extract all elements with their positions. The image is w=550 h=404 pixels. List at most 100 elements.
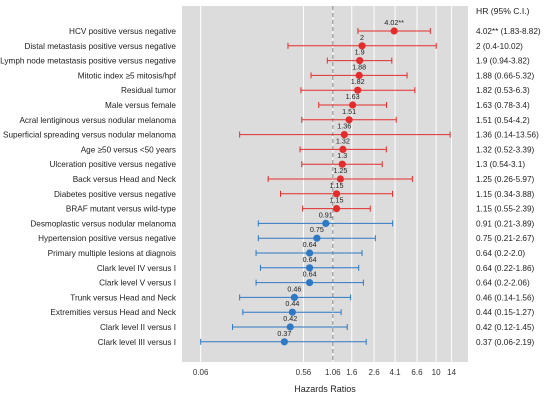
hr-point <box>305 249 314 257</box>
forest-row: Clark level III versus I 0.37 0.37 (0.06-2… <box>98 329 535 347</box>
x-tick-label: 0.06 <box>193 368 209 377</box>
hr-data-label: 1.15 <box>330 181 344 190</box>
row-label: Diabetes positive versus negative <box>54 190 176 199</box>
hr-data-label: 4.02** <box>384 18 404 27</box>
hr-point <box>305 279 314 287</box>
hr-point <box>355 71 363 79</box>
hr-ci-value: 1.51 (0.54-4.2) <box>476 116 530 125</box>
hr-data-label: 1.3 <box>337 151 347 160</box>
hr-data-label: 0.42 <box>283 314 297 323</box>
row-label: Trunk versus Head and Neck <box>70 293 177 302</box>
row-label: Age ≥50 versus <50 years <box>81 145 176 154</box>
forest-rows: HCV positive versus negative 4.02** 4.02**… <box>0 18 541 347</box>
hr-data-label: 0.64 <box>303 240 317 249</box>
row-label: Clark level III versus I <box>98 338 176 347</box>
row-label: Extremities versus Head and Neck <box>50 308 176 317</box>
row-label: Clark level II versus I <box>100 323 176 332</box>
hr-ci-value: 1.63 (0.78-3.4) <box>476 101 530 110</box>
hr-ci-value: 0.75 (0.21-2.67) <box>476 234 535 243</box>
hr-ci-value: 4.02** (1.83-8.82) <box>476 27 541 36</box>
hr-point <box>338 160 346 168</box>
hr-ci-value: 0.64 (0.2-2.0) <box>476 249 525 258</box>
hr-ci-value: 1.36 (0.14-13.56) <box>476 131 539 140</box>
hr-ci-value: 1.9 (0.94-3.82) <box>476 57 530 66</box>
hr-point <box>390 27 398 35</box>
hr-data-label: 0.75 <box>310 225 324 234</box>
row-label: Superficial spreading versus nodular mel… <box>3 131 176 140</box>
hr-point <box>286 323 294 331</box>
hr-ci-value: 0.91 (0.21-3.89) <box>476 219 535 228</box>
forest-row: Clark level IV versus I 0.64 0.64 (0.22-1.… <box>97 255 535 273</box>
x-axis-ticks: 0.06 0.56 1.06 1.6 2.6 4.1 6.6 10 14 <box>193 368 457 377</box>
row-label: Lymph node metastasis positive versus ne… <box>0 57 176 66</box>
hr-ci-value: 1.32 (0.52-3.39) <box>476 145 535 154</box>
hr-ci-value: 1.82 (0.53-6.3) <box>476 86 530 95</box>
hr-point <box>356 57 364 65</box>
hr-point <box>345 116 353 124</box>
x-axis-title: Hazards Ratios <box>294 384 356 394</box>
hr-data-label: 1.15 <box>330 196 344 205</box>
hr-data-label: 1.82 <box>351 77 365 86</box>
hr-ci-value: 0.64 (0.2-2.06) <box>476 279 530 288</box>
forest-row: Hypertension positive versus negative 0.7… <box>38 225 534 243</box>
hr-data-label: 1.36 <box>337 122 351 131</box>
row-label: Hypertension positive versus negative <box>38 234 176 243</box>
forest-row: Diabetes positive versus negative 1.15 1.1… <box>54 181 535 199</box>
hr-data-label: 0.46 <box>287 284 301 293</box>
forest-row: Acral lentiginous versus nodular melanom… <box>19 107 530 125</box>
x-tick-label: 0.56 <box>296 368 312 377</box>
forest-row: Desmoplastic versus nodular melanoma 0.91… <box>30 210 534 228</box>
hr-data-label: 1.25 <box>333 166 347 175</box>
x-tick-label: 2.6 <box>369 368 381 377</box>
hr-ci-value: 1.25 (0.26-5.97) <box>476 175 535 184</box>
x-tick-label: 1.06 <box>325 368 341 377</box>
hr-data-label: 0.64 <box>303 255 317 264</box>
hr-point <box>322 219 330 227</box>
hr-ci-value: 0.42 (0.12-1.45) <box>476 323 535 332</box>
hr-data-label: 0.37 <box>277 329 291 338</box>
hr-point <box>332 190 341 198</box>
hr-point <box>332 205 341 213</box>
forest-row: Distal metastasis positive versus negati… <box>24 33 523 51</box>
plot-background <box>182 6 468 362</box>
forest-row: Residual tumor 1.82 1.82 (0.53-6.3) <box>121 77 530 95</box>
hr-ci-value: 2 (0.4-10.02) <box>476 42 523 51</box>
hr-point <box>358 42 366 50</box>
row-label: Male versus female <box>105 101 176 110</box>
x-tick-label: 14 <box>447 368 456 377</box>
forest-row: Clark level V versus I 0.64 0.64 (0.2-2.06… <box>99 270 530 288</box>
hr-ci-value: 0.46 (0.14-1.56) <box>476 293 535 302</box>
hr-point <box>354 86 362 94</box>
hr-point <box>305 264 314 272</box>
hr-data-label: 2 <box>360 33 364 42</box>
forest-row: Extremities versus Head and Neck 0.44 0.44… <box>50 299 534 317</box>
row-label: Mitotic index ≥5 mitosis/hpf <box>78 71 177 80</box>
row-label: Primary multiple lesions at diagnois <box>48 249 176 258</box>
hr-ci-value: 0.44 (0.15-1.27) <box>476 308 535 317</box>
hr-data-label: 1.63 <box>346 92 360 101</box>
hr-ci-value: 1.15 (0.34-3.88) <box>476 190 535 199</box>
hr-data-label: 0.64 <box>303 270 317 279</box>
hr-ci-value: 0.37 (0.06-2.19) <box>476 338 535 347</box>
forest-row: Ulceration positive versus negative 1.3 1.… <box>49 151 525 169</box>
forest-row: Age ≥50 versus <50 years 1.32 1.32 (0.52-3… <box>81 136 535 154</box>
hr-point <box>339 145 347 153</box>
row-label: Residual tumor <box>121 86 176 95</box>
forest-row: HCV positive versus negative 4.02** 4.02**… <box>69 18 541 36</box>
hr-data-label: 1.32 <box>336 136 350 145</box>
hr-ci-value: 1.88 (0.66-5.32) <box>476 71 535 80</box>
forest-row: Male versus female 1.63 1.63 (0.78-3.4) <box>105 92 530 110</box>
forest-row: Back versus Head and Neck 1.25 1.25 (0.26-… <box>73 166 535 184</box>
x-tick-label: 4.1 <box>390 368 402 377</box>
hr-point <box>288 308 296 316</box>
forest-row: Trunk versus Head and Neck 0.46 0.46 (0.14… <box>70 284 534 302</box>
forest-row: Mitotic index ≥5 mitosis/hpf 1.88 1.88 (0.… <box>78 62 535 80</box>
forest-row: BRAF mutant versus wild-type 1.15 1.15 (0.… <box>66 196 535 214</box>
hr-ci-value: 1.15 (0.55-2.39) <box>476 205 535 214</box>
row-label: Clark level V versus I <box>99 279 176 288</box>
hr-point <box>336 175 345 183</box>
row-label: Back versus Head and Neck <box>73 175 177 184</box>
hr-data-label: 1.51 <box>342 107 356 116</box>
hr-data-label: 1.88 <box>352 62 366 71</box>
